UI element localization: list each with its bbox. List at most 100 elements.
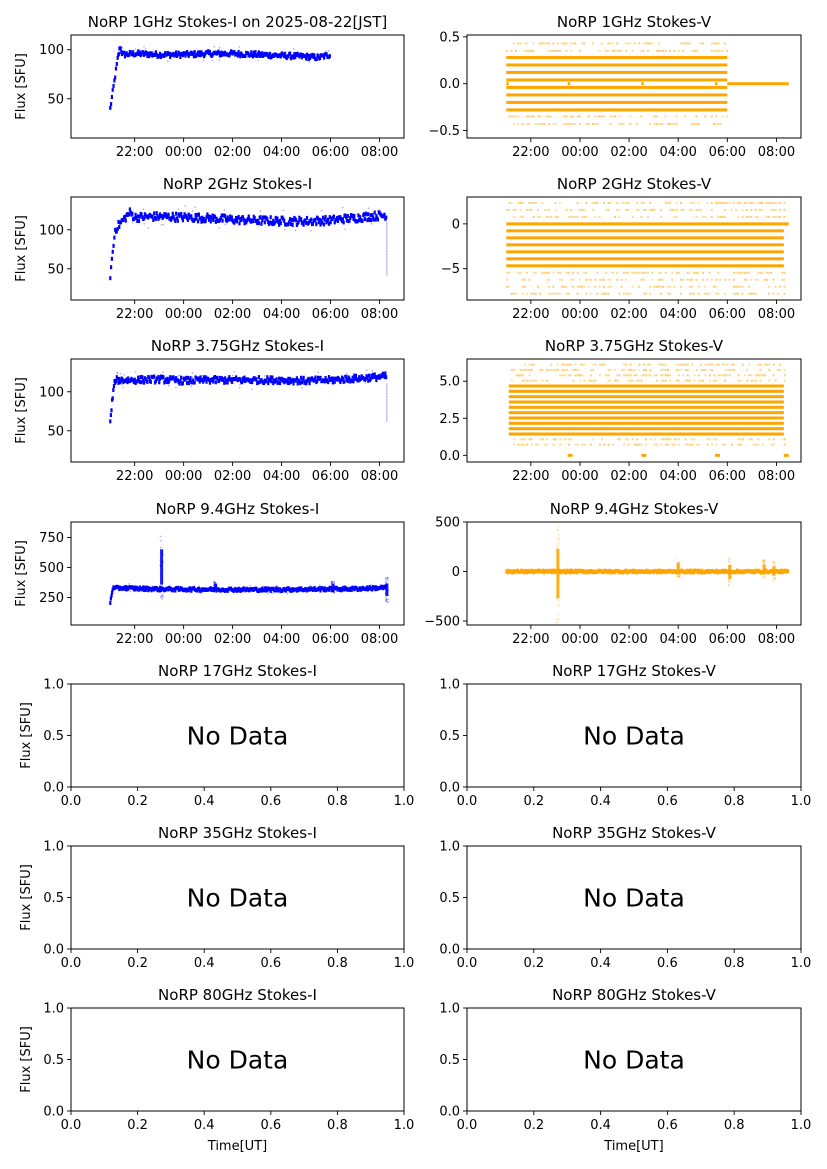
data-point — [660, 285, 663, 288]
data-point — [746, 379, 749, 382]
data-point — [327, 587, 331, 592]
data-point — [377, 209, 379, 212]
band-level — [506, 78, 728, 82]
x-tick-label: 0.4 — [590, 1118, 611, 1133]
data-point — [304, 54, 307, 59]
data-point — [722, 374, 724, 377]
data-point — [660, 278, 663, 281]
data-point — [750, 215, 753, 218]
data-point — [305, 220, 308, 225]
data-point — [761, 271, 764, 274]
data-point — [203, 377, 206, 382]
data-point — [640, 215, 643, 218]
data-point — [345, 218, 349, 223]
data-point — [618, 292, 621, 295]
data-point — [318, 584, 321, 586]
data-point — [710, 201, 713, 204]
data-point — [774, 577, 777, 580]
data-point — [623, 374, 625, 377]
data-point — [216, 218, 218, 220]
data-point — [559, 292, 561, 295]
data-point — [214, 584, 216, 587]
data-point — [557, 587, 560, 590]
data-point — [213, 581, 216, 583]
data-point — [278, 218, 282, 223]
data-point — [314, 217, 317, 222]
data-point — [386, 246, 388, 248]
x-tick-label: 08:00 — [758, 307, 795, 322]
y-tick-label: 0.0 — [439, 943, 460, 958]
data-point — [717, 201, 720, 204]
data-point — [783, 215, 786, 218]
data-point — [302, 222, 305, 227]
data-point — [308, 381, 311, 386]
data-point — [153, 216, 156, 219]
data-point — [561, 42, 564, 45]
data-point — [764, 571, 766, 574]
data-point — [631, 271, 634, 274]
data-point — [364, 376, 367, 381]
data-point — [172, 214, 175, 219]
data-point — [524, 443, 526, 446]
data-point — [380, 374, 384, 379]
data-point — [771, 570, 774, 573]
data-point — [684, 115, 687, 118]
bands-375ghz-v — [508, 363, 786, 446]
data-point — [386, 274, 388, 276]
data-point — [596, 122, 599, 125]
data-point — [583, 443, 586, 446]
data-point — [673, 49, 676, 52]
data-point — [660, 215, 663, 218]
data-point — [770, 201, 773, 204]
x-tick-label: 0.4 — [590, 956, 611, 971]
data-point — [631, 215, 634, 218]
data-point — [733, 363, 735, 366]
data-point — [627, 201, 630, 204]
data-point — [158, 585, 162, 590]
data-point — [517, 115, 520, 118]
subplot-375ghz-i: 22:00 00:00 02:00 04:00 06:00 08:0050100NoRP … — [14, 337, 405, 484]
data-point — [653, 374, 656, 377]
data-point — [644, 42, 647, 45]
data-point — [743, 278, 746, 281]
subplot-94ghz-v: 22:00 00:00 02:00 04:00 06:00 08:00−5000500No… — [424, 500, 802, 647]
data-point — [691, 208, 693, 211]
data-point — [109, 102, 113, 107]
data-point — [704, 285, 707, 288]
axes-frame — [70, 521, 405, 626]
data-point — [121, 383, 123, 386]
data-point — [713, 285, 715, 288]
data-point — [662, 379, 665, 382]
data-point — [724, 208, 726, 211]
data-point — [192, 54, 195, 59]
data-point — [186, 380, 189, 385]
band-level — [508, 395, 784, 399]
data-point — [526, 208, 528, 211]
data-point — [770, 271, 773, 274]
data-point — [183, 212, 186, 217]
data-point — [620, 49, 623, 52]
x-tick-label: 0.8 — [327, 794, 348, 809]
data-point — [135, 51, 137, 54]
data-point — [706, 201, 709, 204]
data-point — [161, 550, 164, 553]
data-point — [763, 576, 766, 578]
data-point — [539, 215, 542, 218]
data-point — [649, 374, 652, 377]
data-point — [658, 278, 660, 281]
data-point — [341, 376, 344, 381]
data-point — [605, 208, 608, 211]
data-point — [647, 363, 650, 366]
data-point — [554, 368, 557, 371]
data-point — [666, 285, 669, 288]
data-point — [160, 595, 162, 597]
data-point — [554, 292, 557, 295]
data-point — [761, 201, 764, 204]
data-point — [727, 584, 730, 587]
data-point — [739, 438, 742, 441]
data-point — [570, 122, 572, 125]
segment — [567, 453, 573, 457]
data-point — [706, 278, 709, 281]
no-data-label: No Data — [583, 722, 685, 751]
data-point — [594, 285, 597, 288]
